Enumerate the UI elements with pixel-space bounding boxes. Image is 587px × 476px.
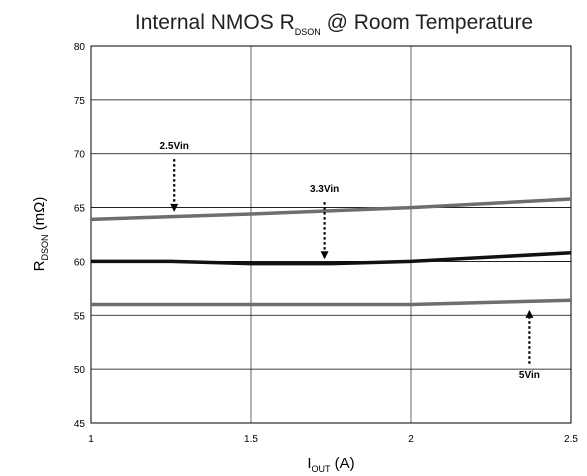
annotation-arrow-head: [525, 309, 534, 318]
y-tick-label: 60: [74, 257, 86, 268]
y-tick-labels: 45 50 55 60 65 70 75 80: [74, 42, 86, 430]
chart-title: Internal NMOS RDSON @ Room Temperature: [135, 11, 533, 37]
x-axis-label: IOUT (A): [307, 455, 354, 474]
annotation-arrow-head: [320, 251, 329, 260]
y-axis-label: RDSON (mΩ): [31, 197, 50, 272]
y-tick-label: 70: [74, 150, 86, 161]
annotation-label: 5Vin: [519, 370, 540, 381]
x-tick-label: 1.5: [244, 434, 258, 445]
x-tick-label: 2.5: [564, 434, 578, 445]
x-tick-label: 2: [408, 434, 414, 445]
annotation-label: 3.3Vin: [310, 184, 339, 195]
y-tick-label: 55: [74, 311, 86, 322]
annotation-arrow-head: [170, 203, 179, 212]
series-lines: [90, 197, 572, 307]
y-tick-label: 75: [74, 96, 86, 107]
plot-frame: [90, 45, 572, 424]
y-tick-label: 65: [74, 204, 86, 215]
y-tick-label: 50: [74, 365, 86, 376]
annotations: 2.5Vin 3.3Vin 5Vin: [160, 141, 540, 381]
plot-area: 45 50 55 60 65 70 75 80 1 1.5 2 2.5 2.5Vin 3.3Vin 5V…: [74, 42, 579, 445]
x-tick-labels: 1 1.5 2 2.5: [88, 434, 578, 445]
series-line-3-3vin: [91, 251, 572, 266]
x-tick-label: 1: [88, 434, 94, 445]
annotation-label: 2.5Vin: [160, 141, 189, 152]
series-line-5vin: [91, 298, 572, 307]
y-tick-label: 45: [74, 419, 86, 430]
series-line-2-5vin: [90, 197, 572, 222]
y-tick-label: 80: [74, 42, 86, 53]
